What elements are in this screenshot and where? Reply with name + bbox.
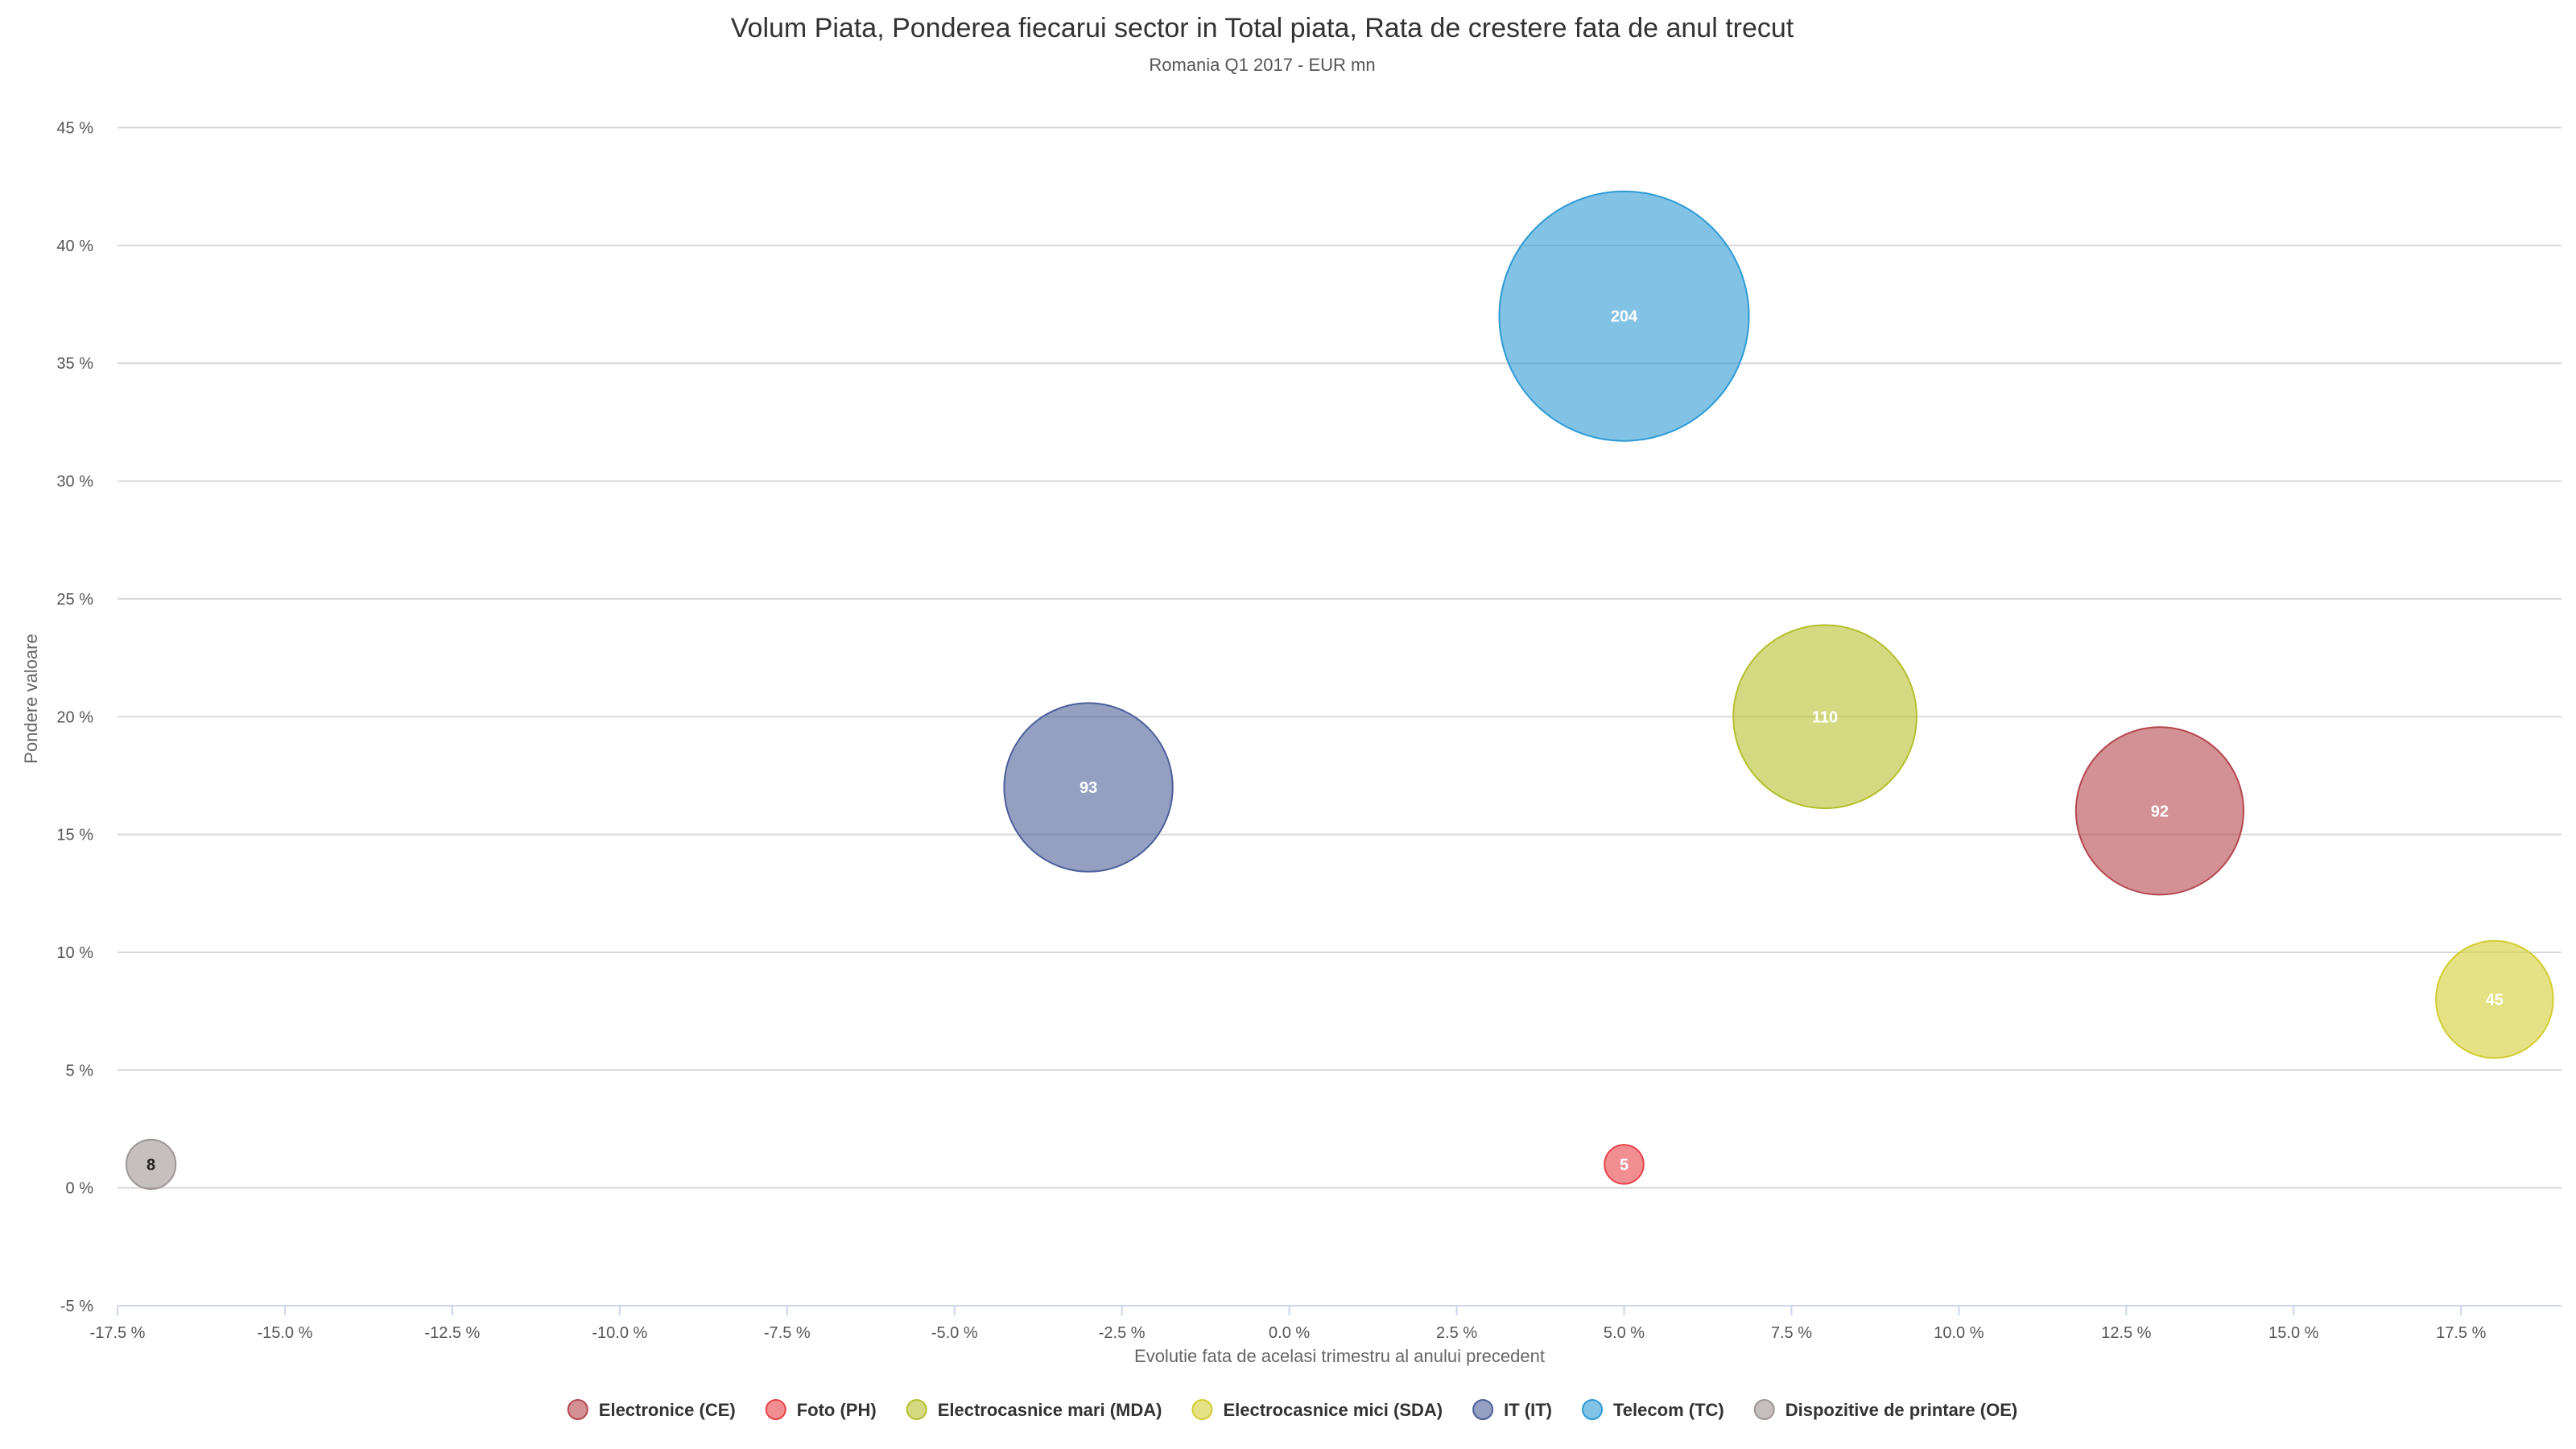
bubble[interactable] [125, 1138, 177, 1191]
y-tick-label: 0 % [66, 1180, 94, 1198]
bubble[interactable] [1498, 190, 1750, 442]
y-tick-label: 15 % [56, 827, 93, 844]
bubble[interactable] [2435, 939, 2554, 1059]
legend-marker [1582, 1399, 1603, 1420]
legend-label: Telecom (TC) [1613, 1400, 1724, 1420]
legend-marker [906, 1399, 927, 1420]
y-tick-label: 25 % [56, 591, 93, 609]
bubble-label: 8 [147, 1156, 155, 1174]
x-tick-label: 15.0 % [2268, 1324, 2318, 1342]
x-tick-label: 5.0 % [1604, 1324, 1645, 1342]
y-tick-label: 45 % [56, 120, 93, 138]
legend-marker [1191, 1399, 1213, 1420]
legend-marker [1472, 1399, 1494, 1420]
bubble[interactable] [1604, 1144, 1645, 1185]
x-tick-label: 2.5 % [1436, 1324, 1477, 1342]
x-tick-label: 7.5 % [1771, 1324, 1812, 1342]
x-tick-label: 17.5 % [2436, 1324, 2486, 1342]
legend-label: Electrocasnice mari (MDA) [938, 1400, 1162, 1420]
y-tick-label: 5 % [66, 1062, 94, 1080]
x-tick-label: -17.5 % [90, 1324, 146, 1342]
x-tick-label: -7.5 % [764, 1324, 811, 1342]
x-tick-label: -10.0 % [592, 1324, 647, 1342]
legend-label: IT (IT) [1504, 1400, 1552, 1420]
chart-title: Volum Piata, Ponderea fiecarui sector in… [731, 13, 1794, 43]
x-tick-label: 12.5 % [2101, 1324, 2151, 1342]
x-tick-label: 10.0 % [1934, 1324, 1984, 1342]
x-tick-label: -2.5 % [1099, 1324, 1146, 1342]
legend-item[interactable]: Dispozitive de printare (OE) [1753, 1399, 2018, 1420]
legend-item[interactable]: Electronice (CE) [567, 1399, 736, 1420]
y-tick-label: -5 % [60, 1298, 93, 1315]
legend-item[interactable]: Electrocasnice mici (SDA) [1191, 1399, 1443, 1420]
x-axis-ticks: -17.5 % -15.0 % -12.5 % -10.0 % -7.5 % -5.0 %… [90, 1306, 2487, 1342]
legend-label: Electrocasnice mici (SDA) [1223, 1400, 1443, 1420]
legend-marker [567, 1399, 588, 1420]
legend-item[interactable]: Telecom (TC) [1582, 1399, 1724, 1420]
bubble-label: 204 [1611, 308, 1638, 326]
x-axis-title: Evolutie fata de acelasi trimestru al an… [1134, 1346, 1545, 1366]
bubble-label: 5 [1620, 1156, 1629, 1174]
bubble-label: 45 [2486, 992, 2504, 1009]
y-axis-ticks: -5 % 0 % 5 % 10 % 15 % 20 % 25 % 30 % 35 % 40 % 45… [56, 120, 93, 1315]
y-tick-label: 40 % [56, 237, 93, 255]
legend-marker [765, 1399, 786, 1420]
legend-label: Electronice (CE) [599, 1400, 736, 1420]
x-tick-label: 0.0 % [1269, 1324, 1310, 1342]
legend-label: Dispozitive de printare (OE) [1785, 1400, 2018, 1420]
legend-label: Foto (PH) [797, 1400, 877, 1420]
legend-marker [1753, 1399, 1775, 1420]
legend-item[interactable]: Electrocasnice mari (MDA) [906, 1399, 1162, 1420]
x-tick-label: -15.0 % [257, 1324, 312, 1342]
bubble[interactable] [2074, 726, 2245, 896]
bubble-label: 92 [2151, 803, 2169, 820]
y-tick-label: 35 % [56, 355, 93, 373]
bubble-label: 93 [1080, 779, 1097, 797]
bubbles: 92 5 110 45 93 204 8 [125, 190, 2554, 1191]
y-axis-title: Pondere valoare [21, 634, 41, 763]
legend-item[interactable]: Foto (PH) [765, 1399, 877, 1420]
bubble[interactable] [1003, 702, 1174, 873]
x-tick-label: -5.0 % [931, 1324, 978, 1342]
y-tick-label: 10 % [56, 944, 93, 962]
chart-subtitle: Romania Q1 2017 - EUR mn [1149, 55, 1375, 75]
legend-item[interactable]: IT (IT) [1472, 1399, 1552, 1420]
legend: Electronice (CE) Foto (PH) Electrocasnice … [567, 1399, 2018, 1420]
grid-lines [118, 126, 2562, 1189]
bubble[interactable] [1732, 624, 1918, 810]
y-tick-label: 30 % [56, 473, 93, 491]
bubble-label: 110 [1812, 708, 1838, 726]
y-tick-label: 20 % [56, 708, 93, 726]
x-tick-label: -12.5 % [424, 1324, 480, 1342]
